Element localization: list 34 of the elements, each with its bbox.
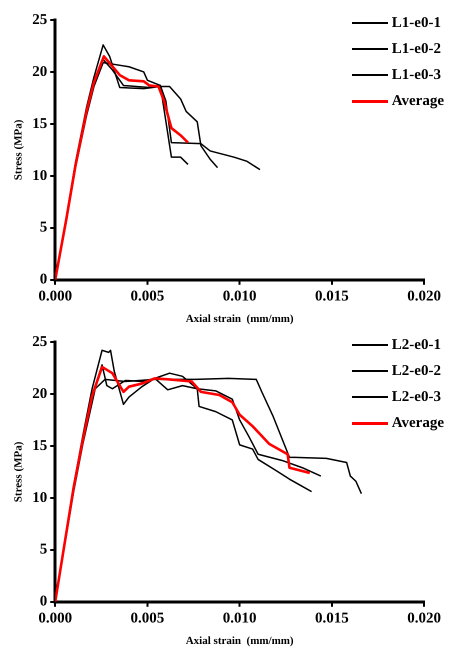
legend-label: L2-e0-3: [392, 388, 441, 406]
y-axis-title: Stress (MPa): [12, 119, 24, 180]
x-tick-label: 0.000: [38, 610, 72, 627]
y-tick-label: 0: [40, 594, 48, 610]
legend-label: Average: [392, 414, 444, 432]
y-tick-label: 20: [32, 386, 48, 402]
x-tick-label: 0.000: [38, 288, 72, 305]
y-tick-label: 10: [32, 168, 48, 184]
y-axis-title: Stress (MPa): [12, 441, 24, 502]
y-tick-label: 25: [32, 334, 48, 350]
x-tick-label: 0.020: [407, 288, 441, 305]
y-tick-label: 15: [32, 438, 48, 454]
x-axis-title: Axial strain (mm/mm): [186, 313, 294, 326]
y-tick-label: 25: [32, 12, 48, 28]
legend-label: L1-e0-2: [392, 40, 441, 58]
y-tick-label: 20: [32, 64, 48, 80]
y-tick-label: 15: [32, 116, 48, 132]
x-tick-label: 0.020: [407, 610, 441, 627]
legend-label: L1-e0-1: [392, 14, 441, 32]
legend-label: L1-e0-3: [392, 66, 441, 84]
x-axis-title: Axial strain (mm/mm): [186, 635, 294, 648]
x-tick-label: 0.005: [130, 288, 164, 305]
x-tick-label: 0.010: [222, 610, 257, 627]
y-tick-label: 5: [40, 220, 48, 236]
y-tick-label: 5: [40, 542, 48, 558]
x-tick-label: 0.005: [130, 610, 164, 627]
y-tick-label: 0: [40, 272, 48, 288]
legend-label: Average: [392, 92, 444, 110]
legend-label: L2-e0-2: [392, 362, 441, 380]
y-tick-label: 10: [32, 490, 48, 506]
legend-label: L2-e0-1: [392, 336, 441, 354]
x-tick-label: 0.015: [315, 610, 349, 627]
x-tick-label: 0.015: [315, 288, 349, 305]
x-tick-label: 0.010: [222, 288, 257, 305]
